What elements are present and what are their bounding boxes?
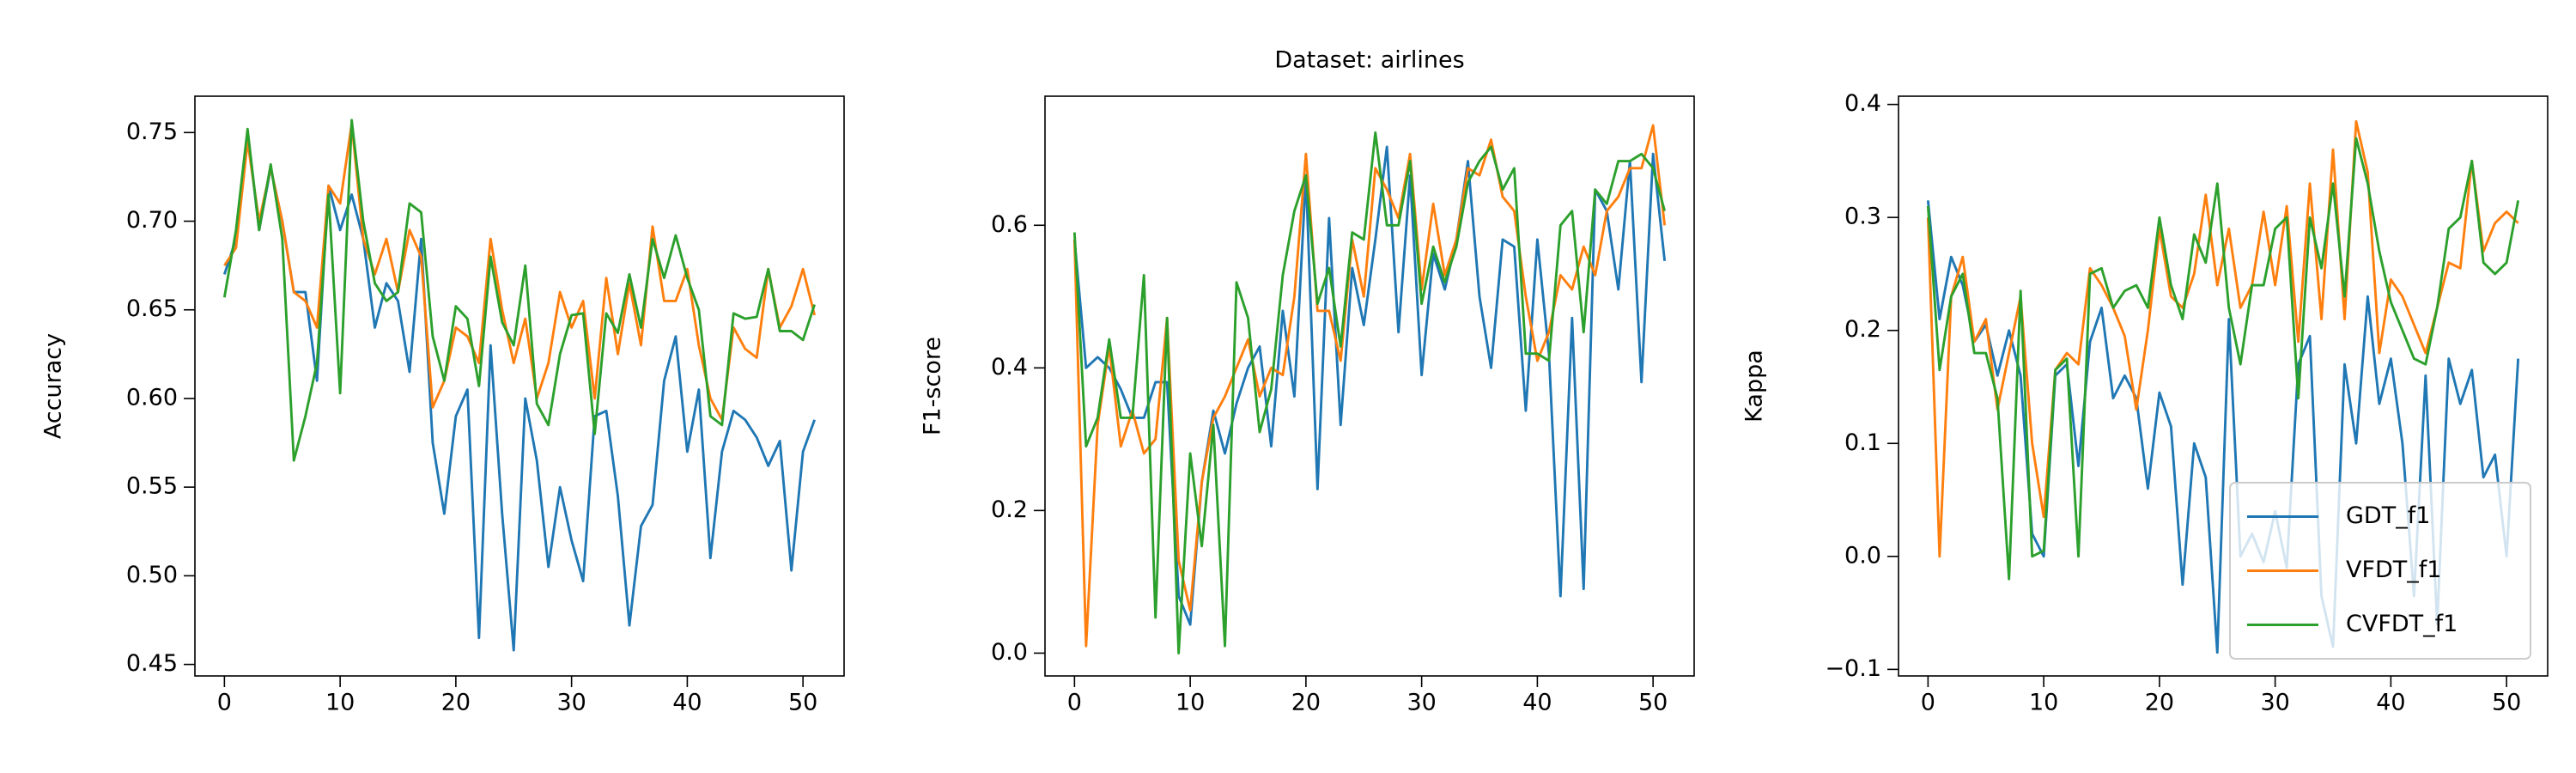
x-tick-label: 40 — [2376, 690, 2405, 716]
x-tick-label: 50 — [2492, 690, 2521, 716]
axes-frame — [194, 95, 845, 677]
y-tick-label: 0.55 — [126, 473, 178, 500]
x-tick-label: 0 — [1921, 690, 1935, 716]
legend-label: VFDT_f1 — [2346, 557, 2441, 583]
legend-label: GDT_f1 — [2346, 502, 2430, 529]
x-tick-label: 40 — [1522, 690, 1552, 716]
axes-frame — [1898, 95, 2549, 677]
x-tick-label: 10 — [1176, 690, 1205, 716]
y-tick-label: 0.3 — [1844, 204, 1881, 230]
data-line — [223, 122, 817, 422]
x-tick-label: 50 — [788, 690, 817, 716]
y-tick-label: 0.1 — [1844, 429, 1881, 456]
y-tick-label: 0.60 — [126, 384, 178, 411]
y-tick-label: 0.50 — [126, 562, 178, 588]
x-tick-label: 10 — [2029, 690, 2058, 716]
plot-area — [1072, 124, 1667, 654]
y-tick-label: 0.6 — [991, 211, 1028, 238]
data-line — [1072, 124, 1667, 648]
data-line — [222, 119, 817, 462]
y-tick-label: 0.0 — [1844, 542, 1881, 569]
y-tick-label: 0.75 — [126, 119, 178, 145]
y-tick-label: 0.65 — [126, 295, 178, 322]
y-axis-label: Kappa — [1741, 350, 1768, 423]
y-axis-label: F1-score — [920, 337, 946, 435]
y-tick-label: 0.4 — [991, 354, 1028, 380]
x-tick-label: 20 — [441, 690, 471, 716]
y-tick-label: 0.2 — [991, 496, 1028, 523]
data-line — [1072, 131, 1667, 654]
x-tick-label: 50 — [1638, 690, 1668, 716]
y-tick-label: 0.4 — [1844, 90, 1881, 117]
plot-area — [222, 119, 817, 652]
axes-frame — [1044, 95, 1695, 677]
y-tick-label: 0.45 — [126, 650, 178, 677]
legend-box — [2229, 482, 2531, 660]
y-tick-label: 0.0 — [991, 639, 1028, 666]
x-tick-label: 0 — [1067, 690, 1082, 716]
x-tick-label: 20 — [1291, 690, 1321, 716]
chart-title: Dataset: airlines — [1274, 47, 1464, 74]
y-tick-label: 0.70 — [126, 207, 178, 234]
data-line — [1926, 137, 2520, 581]
x-tick-label: 20 — [2145, 690, 2174, 716]
x-tick-label: 40 — [672, 690, 702, 716]
x-tick-label: 0 — [217, 690, 232, 716]
x-tick-label: 30 — [556, 690, 586, 716]
legend-label: CVFDT_f1 — [2346, 611, 2458, 637]
y-tick-label: −0.1 — [1825, 655, 1881, 682]
y-axis-label: Accuracy — [40, 333, 67, 439]
x-tick-label: 30 — [2260, 690, 2289, 716]
x-tick-label: 10 — [325, 690, 355, 716]
x-tick-label: 30 — [1406, 690, 1436, 716]
y-tick-label: 0.2 — [1844, 316, 1881, 343]
